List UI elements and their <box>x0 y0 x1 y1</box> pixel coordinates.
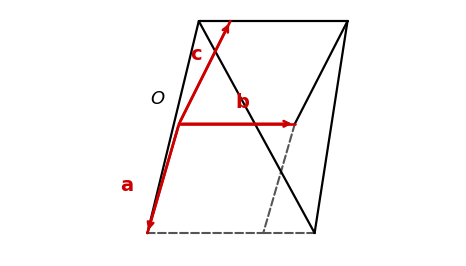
Text: $\mathbf{c}$: $\mathbf{c}$ <box>190 44 202 64</box>
Text: $\mathbf{b}$: $\mathbf{b}$ <box>235 93 250 112</box>
Text: $O$: $O$ <box>150 90 166 108</box>
Text: $\mathbf{a}$: $\mathbf{a}$ <box>120 176 133 195</box>
